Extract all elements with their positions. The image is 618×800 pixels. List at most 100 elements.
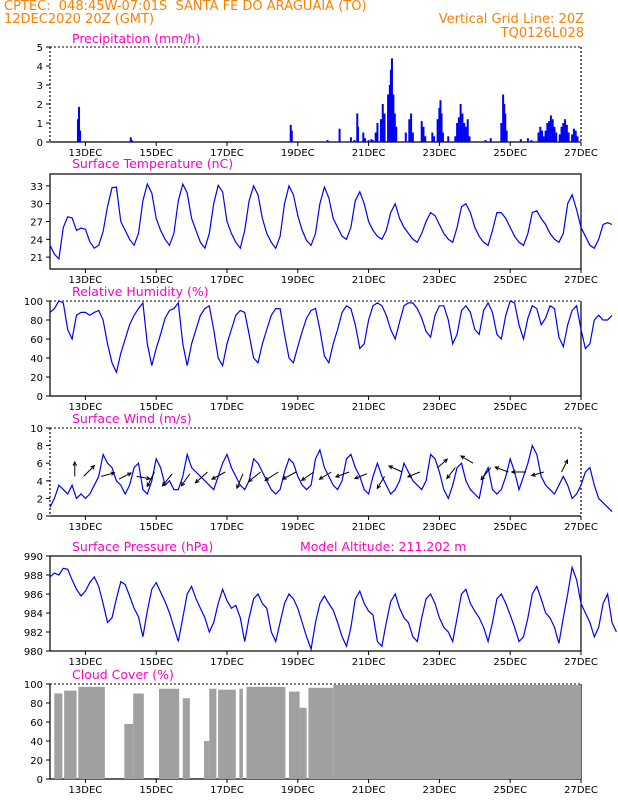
precip-bar [457,117,460,142]
series-line [49,565,617,652]
cloud-cover-area [308,687,334,779]
precip-bar [390,58,393,142]
precip-bar [454,136,457,142]
y-tick-label: 24 [30,235,43,246]
wind-vector [460,455,474,464]
precip-bar [79,130,82,142]
cloud-cover-area [159,688,180,779]
wind-vector-head [376,484,381,490]
y-tick-label: 4 [37,477,43,488]
x-tick-label: 21DEC [352,785,386,796]
cloud-cover-area [333,684,581,779]
x-tick-label: 15DEC [139,522,173,533]
y-tick-label: 2 [37,100,43,111]
x-tick-label: 27DEC [564,148,598,159]
cloud-cover-area [239,688,243,779]
x-tick-label: 19DEC [281,522,315,533]
precip-bar [395,126,398,142]
wind-vector [376,476,385,489]
wind-vector [211,471,226,480]
wind-vector-head [281,475,287,480]
wind-vector [561,459,568,473]
precip-bar [459,104,462,142]
x-tick-label: 21DEC [352,148,386,159]
precip-bar [441,132,444,142]
wind-vector [354,473,368,480]
precip-bar [367,140,370,142]
model-altitude: Model Altitude: 211.202 m [300,539,466,554]
precip-bar [338,128,341,142]
wind-vector [446,467,456,479]
precip-bar [408,119,411,142]
x-tick-label: 21DEC [352,522,386,533]
y-tick-label: 6 [37,459,43,470]
x-tick-label: 19DEC [281,148,315,159]
y-tick-label: 982 [24,628,43,639]
precip-bar [555,132,558,142]
x-tick-label: 21DEC [352,275,386,286]
precip-bar [562,123,565,142]
wind-vector-head [247,477,253,483]
wind-vector-head [194,478,200,484]
wind-vector-head [318,475,324,480]
wind-vector [437,458,448,468]
wind-vector-head [443,458,449,464]
header-model: TQ0126L028 [500,26,584,41]
wind-vector-head [180,481,186,487]
precip-bar [463,123,466,142]
precip-bar [440,113,443,142]
x-tick-label: 13DEC [69,148,103,159]
precip-bar [370,139,373,142]
precip-bar [388,85,391,142]
y-tick-label: 60 [30,718,43,729]
x-tick-label: 23DEC [423,522,457,533]
y-tick-label: 30 [30,200,43,211]
header-grid-line: Vertical Grid Line: 20Z [438,12,584,27]
panel-frame [49,173,582,270]
y-tick-label: 0 [37,392,43,403]
y-tick-label: 984 [24,609,43,620]
precip-bar [411,132,414,142]
precip-bar [381,104,384,142]
x-tick-label: 21DEC [352,657,386,668]
x-tick-label: 15DEC [139,148,173,159]
wind-vector [335,471,350,478]
series-line [49,182,613,261]
precip-bar [505,130,508,142]
x-tick-label: 25DEC [493,785,527,796]
y-tick-label: 0 [37,138,43,149]
x-tick-label: 27DEC [564,657,598,668]
wind-vector-head [90,464,96,470]
series-line [49,300,613,375]
precip-bar [431,132,434,142]
x-tick-label: 23DEC [423,148,457,159]
x-tick-label: 13DEC [69,657,103,668]
y-tick-label: 986 [24,590,43,601]
wind-vector-head [334,473,340,478]
precip-bar [410,113,413,142]
wind-vector-head [480,475,485,481]
x-tick-label: 17DEC [210,522,244,533]
y-tick-label: 40 [30,737,43,748]
wind-vector-head [459,455,466,460]
precip-bar [349,137,352,142]
y-tick-label: 10 [30,424,43,435]
x-tick-label: 17DEC [210,148,244,159]
wind-vector [388,465,403,473]
x-tick-label: 13DEC [69,402,103,413]
wind-vector-head [406,473,412,478]
x-tick-label: 25DEC [493,402,527,413]
x-tick-label: 15DEC [139,275,173,286]
precip-bar [392,94,395,142]
precip-bar [78,106,81,142]
precip-bar [383,113,386,142]
precip-bar [564,119,567,142]
x-tick-label: 19DEC [281,275,315,286]
precip-bar [447,136,450,142]
y-tick-label: 80 [30,316,43,327]
precip-bar [549,115,552,142]
precip-bar [439,100,442,142]
precip-bar [546,123,549,142]
x-tick-label: 15DEC [139,402,173,413]
x-tick-label: 19DEC [281,785,315,796]
